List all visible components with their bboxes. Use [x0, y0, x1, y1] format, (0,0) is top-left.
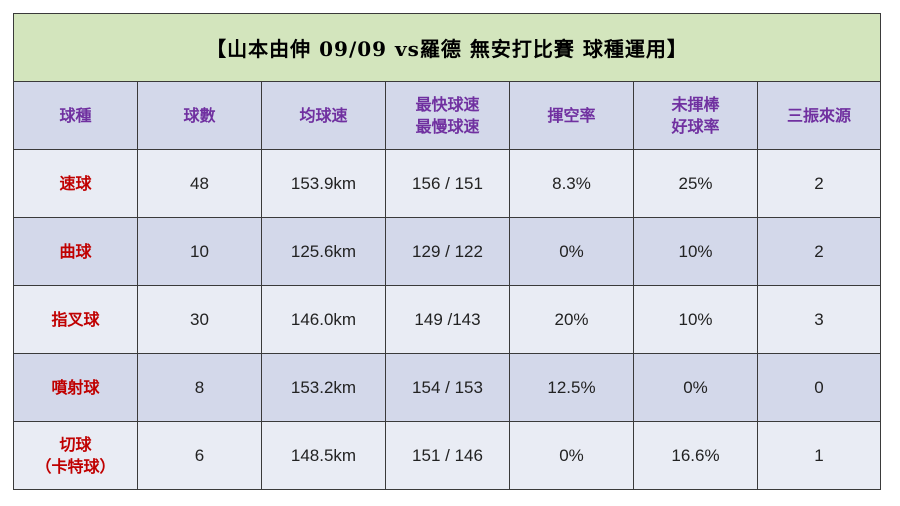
pitch-type-label: 噴射球	[51, 377, 100, 397]
avg-speed-cell: 153.2km	[261, 353, 386, 422]
pitch-type-label: （卡特球）	[35, 456, 116, 476]
whiff-rate-cell: 8.3%	[509, 149, 634, 218]
pitch-count-cell: 6	[137, 421, 262, 490]
table-row: 速球 48 153.9km 156 / 151 8.3% 25% 2	[13, 149, 882, 218]
pitch-type-cell: 指叉球	[13, 285, 138, 354]
table-title: 【山本由伸 09/09 vs羅德 無安打比賽 球種運用】	[12, 13, 882, 82]
pitch-type-cell: 噴射球	[13, 353, 138, 422]
pitch-type-label: 切球	[59, 434, 92, 454]
pitch-usage-table-container: 【山本由伸 09/09 vs羅德 無安打比賽 球種運用】 球種 球數 均球速 最快球速…	[12, 13, 882, 490]
title-row: 【山本由伸 09/09 vs羅德 無安打比賽 球種運用】	[12, 13, 882, 82]
called-strike-rate-cell: 25%	[633, 149, 758, 218]
called-strike-rate-cell: 16.6%	[633, 421, 758, 490]
header-label: 揮空率	[547, 105, 596, 125]
strikeout-source-cell: 2	[756, 217, 882, 286]
table-row: 指叉球 30 146.0km 149 /143 20% 10% 3	[13, 285, 882, 354]
header-pitch-type: 球種	[13, 81, 138, 150]
header-label: 好球率	[671, 116, 720, 136]
table-row: 曲球 10 125.6km 129 / 122 0% 10% 2	[13, 217, 882, 286]
pitch-count-cell: 10	[137, 217, 262, 286]
strikeout-source-cell: 3	[756, 285, 882, 354]
strikeout-source-cell: 0	[756, 353, 882, 422]
pitch-count-cell: 8	[137, 353, 262, 422]
table-row: 切球 （卡特球） 6 148.5km 151 / 146 0% 16.6% 1	[13, 421, 882, 490]
avg-speed-cell: 153.9km	[261, 149, 386, 218]
header-label: 最慢球速	[415, 116, 480, 136]
header-label: 未揮棒	[671, 94, 720, 114]
header-row: 球種 球數 均球速 最快球速 最慢球速 揮空率 未揮棒 好球率 三振來源	[13, 81, 882, 150]
header-label: 三振來源	[787, 105, 852, 125]
pitch-type-cell: 切球 （卡特球）	[13, 421, 138, 490]
pitch-type-label: 曲球	[59, 241, 92, 261]
pitch-count-cell: 30	[137, 285, 262, 354]
header-label: 球種	[59, 105, 92, 125]
called-strike-rate-cell: 10%	[633, 285, 758, 354]
header-whiff-rate: 揮空率	[509, 81, 634, 150]
header-called-strike-rate: 未揮棒 好球率	[633, 81, 758, 150]
max-min-speed-cell: 129 / 122	[385, 217, 510, 286]
pitch-type-label: 速球	[59, 173, 92, 193]
table-row: 噴射球 8 153.2km 154 / 153 12.5% 0% 0	[13, 353, 882, 422]
max-min-speed-cell: 154 / 153	[385, 353, 510, 422]
max-min-speed-cell: 149 /143	[385, 285, 510, 354]
called-strike-rate-cell: 10%	[633, 217, 758, 286]
avg-speed-cell: 125.6km	[261, 217, 386, 286]
header-label: 均球速	[299, 105, 348, 125]
whiff-rate-cell: 0%	[509, 217, 634, 286]
header-label: 最快球速	[415, 94, 480, 114]
header-avg-speed: 均球速	[261, 81, 386, 150]
pitch-usage-table: 【山本由伸 09/09 vs羅德 無安打比賽 球種運用】 球種 球數 均球速 最快球速…	[12, 13, 882, 490]
whiff-rate-cell: 20%	[509, 285, 634, 354]
pitch-type-cell: 速球	[13, 149, 138, 218]
pitch-type-label: 指叉球	[51, 309, 100, 329]
avg-speed-cell: 148.5km	[261, 421, 386, 490]
strikeout-source-cell: 1	[756, 421, 882, 490]
max-min-speed-cell: 151 / 146	[385, 421, 510, 490]
header-strikeout-source: 三振來源	[756, 81, 882, 150]
header-max-min-speed: 最快球速 最慢球速	[385, 81, 510, 150]
pitch-type-cell: 曲球	[13, 217, 138, 286]
whiff-rate-cell: 12.5%	[509, 353, 634, 422]
max-min-speed-cell: 156 / 151	[385, 149, 510, 218]
pitch-count-cell: 48	[137, 149, 262, 218]
header-pitch-count: 球數	[137, 81, 262, 150]
strikeout-source-cell: 2	[756, 149, 882, 218]
avg-speed-cell: 146.0km	[261, 285, 386, 354]
header-label: 球數	[183, 105, 216, 125]
whiff-rate-cell: 0%	[509, 421, 634, 490]
called-strike-rate-cell: 0%	[633, 353, 758, 422]
